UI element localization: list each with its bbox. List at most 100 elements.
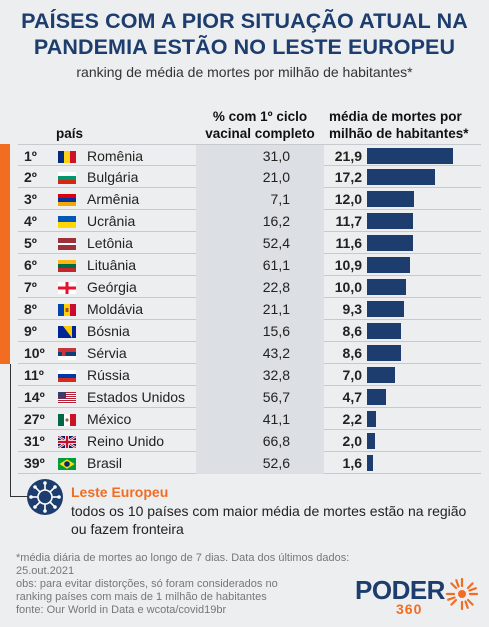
deaths-value-label: 8,6: [342, 345, 362, 361]
moldova-flag-icon: [58, 303, 76, 316]
country-name: Reino Unido: [87, 433, 165, 449]
vaccination-value: 41,1: [262, 411, 290, 427]
vaccination-value: 32,8: [262, 367, 290, 383]
vaccination-value: 43,2: [262, 345, 290, 361]
rank-label: 3º: [24, 191, 37, 207]
rank-label: 4º: [24, 213, 37, 229]
title-line-1: PAÍSES COM A PIOR SITUAÇÃO ATUAL NA: [21, 9, 468, 33]
deaths-bar: [367, 169, 435, 185]
rank-label: 39º: [24, 455, 45, 471]
mexico-flag-icon: [58, 413, 76, 426]
logo-word: PODER: [355, 575, 445, 605]
rank-label: 5º: [24, 235, 37, 251]
deaths-bar: [367, 433, 375, 449]
lithuania-flag-icon: [58, 259, 76, 272]
vaccination-cell-bg: [196, 342, 324, 364]
subtitle: ranking de média de mortes por milhão de…: [76, 64, 413, 80]
country-name: Geórgia: [87, 279, 137, 295]
romania-flag-icon: [58, 150, 76, 163]
table-row: 9º Bósnia 15,6 8,6: [18, 320, 481, 342]
country-name: Bósnia: [87, 323, 130, 339]
rank-label: 1º: [24, 148, 37, 164]
table-row: 31º Reino Unido 66,8 2,0: [18, 430, 481, 452]
rank-label: 11º: [24, 367, 44, 383]
deaths-bar: [367, 148, 453, 164]
country-name: Letônia: [87, 235, 133, 251]
table-row: 5º Letônia 52,4 11,6: [18, 232, 481, 254]
header-deaths-line-1: média de mortes por: [329, 109, 462, 124]
table-row: 7º Geórgia 22,8 10,0: [18, 276, 481, 298]
page-title: PAÍSES COM A PIOR SITUAÇÃO ATUAL NA PAND…: [0, 8, 489, 60]
header-deaths-line-2: milhão de habitantes*: [329, 126, 469, 141]
title-line-2: PANDEMIA ESTÃO NO LESTE EUROPEU: [33, 35, 456, 59]
deaths-value-label: 21,9: [334, 148, 362, 164]
georgia-flag-icon: [58, 281, 76, 294]
table-row: 10º Sérvia 43,2 8,6: [18, 342, 481, 364]
vaccination-value: 52,4: [262, 235, 290, 251]
country-name: Armênia: [87, 191, 140, 207]
vaccination-cell-bg: [196, 386, 324, 408]
rank-label: 8º: [24, 301, 37, 317]
bulgaria-flag-icon: [58, 171, 76, 184]
vaccination-value: 21,0: [262, 169, 290, 185]
deaths-bar: [367, 389, 386, 405]
rank-label: 14º: [24, 389, 45, 405]
deaths-bar: [367, 257, 410, 273]
deaths-bar: [367, 279, 407, 295]
deaths-bar: [367, 191, 415, 207]
footnotes: *média diária de mortes ao longo de 7 di…: [16, 552, 396, 617]
vaccination-cell-bg: [196, 408, 324, 430]
header-country: país: [56, 126, 84, 141]
country-name: Ucrânia: [87, 213, 136, 229]
vaccination-value: 31,0: [262, 148, 290, 164]
russia-flag-icon: [58, 369, 76, 382]
deaths-value-label: 2,2: [342, 411, 362, 427]
rank-label: 7º: [24, 279, 37, 295]
rank-label: 2º: [24, 169, 37, 185]
footnote-line: obs: para evitar distorções, só foram co…: [16, 578, 278, 590]
vaccination-value: 61,1: [262, 257, 290, 273]
vaccination-value: 52,6: [262, 455, 290, 471]
vaccination-value: 66,8: [262, 433, 290, 449]
rank-label: 6º: [24, 257, 37, 273]
deaths-bar: [367, 455, 374, 471]
header-vaccination-line-2: vacinal completo: [205, 126, 315, 141]
table-row: 3º Armênia 7,1 12,0: [18, 188, 481, 210]
vaccination-cell-bg: [196, 298, 324, 320]
deaths-bar: [367, 411, 376, 427]
table-row: 2º Bulgária 21,0 17,2: [18, 166, 481, 188]
armenia-flag-icon: [58, 193, 76, 206]
footnote-line: *média diária de mortes ao longo de 7 di…: [16, 552, 350, 577]
country-name: Lituânia: [87, 257, 137, 273]
poder360-logo: PODER 360: [355, 575, 480, 617]
sun-icon: [445, 577, 479, 611]
vaccination-cell-bg: [196, 188, 324, 210]
rank-label: 10º: [24, 345, 45, 361]
deaths-bar: [367, 345, 401, 361]
note-text: todos os 10 países com maior média de mo…: [71, 503, 467, 537]
vaccination-cell-bg: [196, 145, 324, 167]
footnote-line: fonte: Our World in Data e wcota/covid19…: [16, 604, 227, 616]
deaths-value-label: 11,6: [335, 235, 362, 251]
latvia-flag-icon: [58, 237, 76, 250]
country-name: Moldávia: [87, 301, 144, 317]
table-row: 1º Romênia 31,0 21,9: [18, 144, 481, 167]
deaths-value-label: 9,3: [342, 301, 362, 317]
header-vaccination-line-1: % com 1º ciclo: [212, 109, 308, 124]
deaths-value-label: 17,2: [334, 169, 362, 185]
table-row: 8º Moldávia 21,1 9,3: [18, 298, 481, 320]
note-title: Leste Europeu: [71, 484, 169, 500]
deaths-bar: [367, 367, 395, 383]
deaths-value-label: 10,0: [334, 279, 362, 295]
vaccination-cell-bg: [196, 320, 324, 342]
country-name: Brasil: [87, 455, 123, 471]
country-name: Rússia: [87, 367, 130, 383]
deaths-value-label: 11,7: [335, 213, 362, 229]
vaccination-value: 7,1: [270, 191, 290, 207]
vaccination-cell-bg: [196, 452, 324, 474]
country-name: Romênia: [87, 148, 144, 164]
vaccination-cell-bg: [196, 430, 324, 452]
rank-label: 31º: [24, 433, 45, 449]
country-name: Bulgária: [87, 169, 139, 185]
serbia-flag-icon: [58, 347, 76, 360]
